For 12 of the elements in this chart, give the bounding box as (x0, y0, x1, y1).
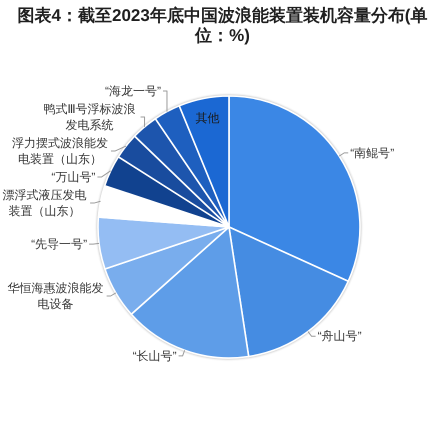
slice-label: “长山号” (132, 348, 177, 364)
slice-label: “万山号” (51, 169, 96, 186)
slice-label: “舟山号” (318, 328, 362, 344)
slice-label: 华恒海惠波浪能发电设备 (6, 280, 105, 312)
slice-label: “南鲲号” (350, 144, 394, 161)
slice-label: 其他 (195, 110, 220, 126)
slice-label: “先导一号” (31, 236, 88, 252)
slice-label: 鸭式Ⅲ号浮标波浪发电系统 (42, 101, 137, 134)
slice-label: 浮力摆式波浪能发电装置（山东） (10, 135, 109, 168)
slice-label: “海龙一号” (104, 83, 161, 100)
slice-label: 漂浮式液压发电装置（山东） (1, 187, 88, 220)
chart-title: 图表4：截至2023年底中国波浪能装置装机容量分布(单位：%) (16, 6, 428, 46)
